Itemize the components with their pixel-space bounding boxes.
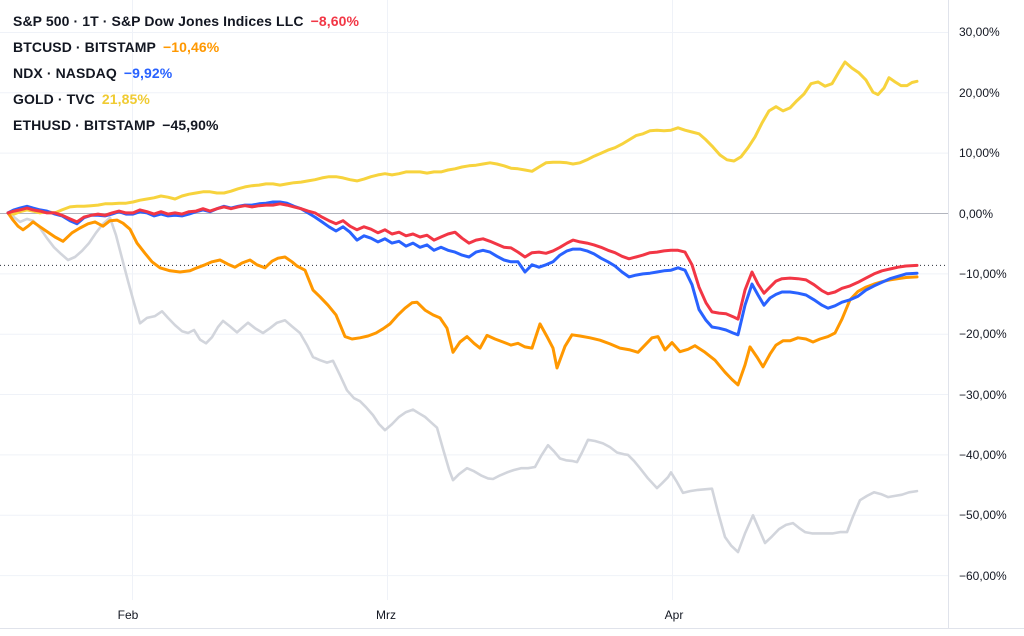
legend-symbol: ETHUSD · BITSTAMP	[13, 117, 156, 133]
legend-symbol: NDX · NASDAQ	[13, 65, 117, 81]
price-scale-label: −40,00%	[959, 447, 1007, 462]
legend-change-value: −9,92%	[123, 65, 173, 81]
legend-item-gold[interactable]: GOLD · TVC 21,85%	[13, 86, 359, 112]
price-scale-label: −60,00%	[959, 568, 1007, 583]
legend: S&P 500 · 1T · S&P Dow Jones Indices LLC…	[13, 8, 359, 138]
legend-item-ndx[interactable]: NDX · NASDAQ −9,92%	[13, 60, 359, 86]
legend-symbol: S&P 500 · 1T · S&P Dow Jones Indices LLC	[13, 13, 304, 29]
price-scale-label: −30,00%	[959, 387, 1007, 402]
price-scale-label: 10,00%	[959, 146, 1000, 161]
ndx-series-line[interactable]	[6, 200, 919, 337]
legend-change-value: −45,90%	[162, 117, 219, 133]
legend-item-btcusd[interactable]: BTCUSD · BITSTAMP −10,46%	[13, 34, 359, 60]
legend-item-sp500[interactable]: S&P 500 · 1T · S&P Dow Jones Indices LLC…	[13, 8, 359, 34]
gridlines	[0, 0, 949, 600]
time-label-feb: Feb	[117, 608, 139, 622]
gold-series-line[interactable]	[6, 60, 919, 216]
legend-change-value: 21,85%	[101, 91, 150, 107]
legend-symbol: GOLD · TVC	[13, 91, 95, 107]
price-scale-label: 0,00%	[959, 206, 994, 221]
legend-symbol: BTCUSD · BITSTAMP	[13, 39, 156, 55]
time-label-mrz: Mrz	[376, 608, 396, 622]
time-label-apr: Apr	[664, 608, 684, 622]
price-scale-label: −50,00%	[959, 508, 1007, 523]
ethusd-series-line[interactable]	[6, 211, 919, 554]
sp500-series-line[interactable]	[6, 202, 919, 321]
legend-item-ethusd[interactable]: ETHUSD · BITSTAMP −45,90%	[13, 112, 359, 138]
price-scale-label: 30,00%	[959, 25, 1000, 40]
price-scale[interactable]: 30,00% 20,00% 10,00% 0,00% −10,00% −20,00% −30…	[949, 0, 1024, 628]
series-lines	[6, 60, 919, 554]
legend-change-value: −10,46%	[163, 39, 220, 55]
time-scale[interactable]: Feb Mrz Apr	[0, 601, 948, 628]
price-scale-label: −20,00%	[959, 327, 1007, 342]
price-scale-label: −10,00%	[959, 266, 1007, 281]
legend-change-value: −8,60%	[310, 13, 360, 29]
btcusd-series-line[interactable]	[6, 211, 919, 387]
price-scale-label: 20,00%	[959, 85, 1000, 100]
